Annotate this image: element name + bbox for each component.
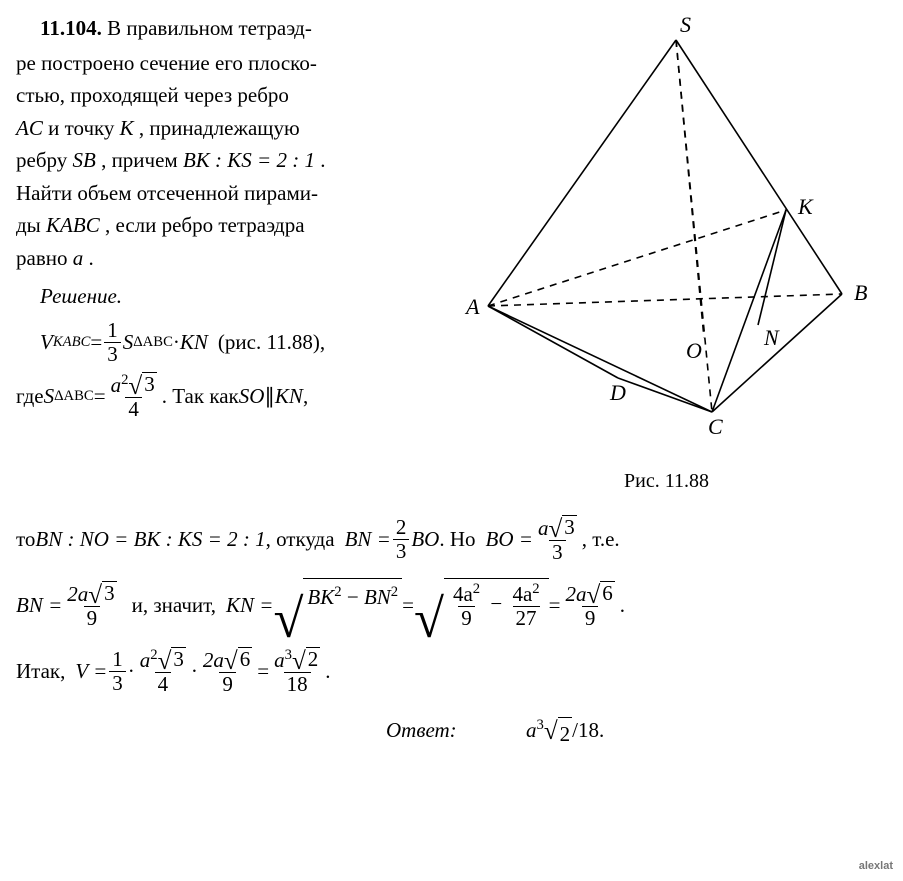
svg-text:D: D [609, 380, 626, 405]
svg-text:N: N [763, 325, 780, 350]
eq-bn-ratio: то BN : NO = BK : KS = 2 : 1 , откуда BN… [16, 515, 887, 564]
eq-area: где SΔABC = a2√3 4 . Так как SO ∥ KN , [16, 372, 446, 421]
problem-number: 11.104. [40, 16, 102, 40]
svg-text:C: C [708, 414, 723, 439]
svg-text:A: A [464, 294, 480, 319]
figure-caption: Рис. 11.88 [446, 466, 887, 497]
svg-text:O: O [686, 338, 702, 363]
problem-text: 11.104. В правильном тетраэд- ре построе… [16, 12, 446, 427]
answer: Ответ: a3√2/18. [16, 714, 887, 751]
svg-text:B: B [854, 280, 867, 305]
svg-text:S: S [680, 12, 691, 37]
eq-final: Итак, V = 13 · a2√34 · 2a√69 = a3√218 . [16, 647, 887, 696]
figure: S A B C D K N O Рис. 11.88 [446, 12, 887, 497]
solution-heading: Решение. [16, 280, 446, 313]
eq-kn: BN = 2a√3 9 и, значит, KN = √BK2 − BN2 =… [16, 578, 887, 633]
eq-volume: VKABC = 13 SΔABC · KN (рис. 11.88), [40, 319, 446, 366]
watermark: alexlat [859, 858, 893, 875]
svg-text:K: K [797, 194, 814, 219]
